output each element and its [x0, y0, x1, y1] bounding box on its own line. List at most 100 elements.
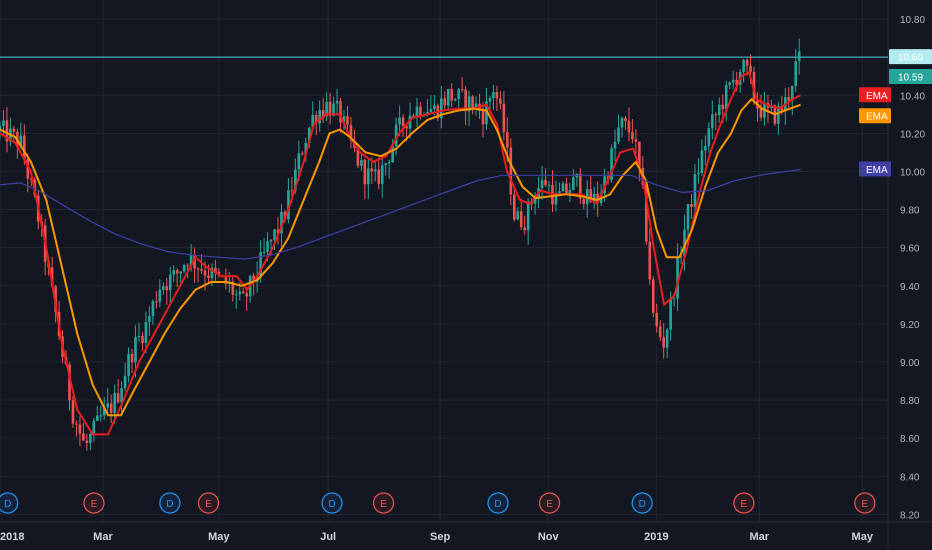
candle-body: [797, 51, 801, 62]
event-label: E: [861, 499, 868, 510]
candle-body: [697, 172, 700, 175]
candle-body: [540, 179, 544, 189]
candle-body: [679, 256, 683, 258]
event-label: D: [494, 499, 501, 510]
price-label-badge: [889, 69, 932, 85]
candle-body: [690, 204, 693, 207]
event-circle: [0, 492, 19, 514]
y-tick-label: 9.20: [900, 320, 920, 331]
dividend-marker[interactable]: D: [321, 492, 343, 514]
y-tick-label: 10.00: [900, 167, 925, 178]
candle-body: [346, 116, 349, 125]
candle-body: [391, 145, 394, 163]
candle-body: [509, 147, 513, 195]
event-circle: [159, 492, 181, 514]
candle-body: [790, 85, 794, 101]
candle-body: [620, 117, 624, 128]
candle-body: [516, 211, 520, 220]
candle-body: [294, 169, 297, 191]
candle-body: [165, 286, 169, 291]
candle-body: [492, 92, 495, 98]
earnings-marker[interactable]: E: [83, 492, 105, 514]
earnings-marker[interactable]: E: [538, 492, 561, 514]
candle-body: [655, 312, 659, 327]
candle-body: [384, 163, 388, 166]
candle-body: [547, 184, 551, 186]
candle-body: [460, 89, 464, 91]
candle-body: [745, 59, 749, 66]
event-label: E: [91, 499, 98, 510]
ema-line-1: [0, 71, 801, 436]
candle-body: [624, 117, 627, 122]
candle-body: [735, 79, 738, 85]
candle-body: [290, 190, 294, 192]
candle-body: [523, 227, 526, 231]
candle-body: [519, 211, 523, 228]
candle-body: [311, 115, 315, 128]
candle-body: [512, 194, 516, 220]
candle-body: [669, 298, 672, 330]
candle-body: [446, 89, 450, 106]
candle-body: [558, 191, 561, 194]
event-circle: [321, 492, 343, 514]
earnings-marker[interactable]: E: [854, 492, 876, 514]
event-label: E: [741, 499, 748, 510]
event-label: D: [328, 499, 335, 510]
dividend-marker[interactable]: D: [159, 492, 181, 514]
event-label: D: [166, 499, 173, 510]
candle-body: [29, 178, 33, 180]
event-circle: [733, 492, 755, 514]
candle-body: [148, 316, 151, 322]
indicator-label-text: EMA: [866, 165, 888, 176]
candle-body: [304, 143, 308, 155]
candle-body: [245, 293, 249, 297]
candle-body: [356, 147, 360, 166]
price-label-line: 10.60: [889, 49, 932, 65]
candle-body: [742, 59, 745, 72]
candle-body: [499, 98, 502, 104]
candle-body: [203, 270, 207, 276]
earnings-marker[interactable]: E: [733, 492, 755, 514]
y-tick-label: 9.00: [900, 358, 920, 369]
event-circle: [372, 492, 395, 514]
candle-body: [241, 291, 245, 294]
candle-body: [662, 337, 665, 348]
candle-body: [23, 135, 26, 160]
y-tick-label: 9.60: [900, 244, 920, 255]
price-label-last: 10.59: [889, 69, 932, 85]
candle-body: [495, 92, 499, 99]
dividend-marker[interactable]: D: [631, 492, 653, 514]
candle-body: [234, 294, 238, 296]
candle-body: [453, 99, 457, 101]
candle-body: [533, 197, 537, 204]
earnings-marker[interactable]: E: [372, 492, 395, 514]
y-tick-label: 9.40: [900, 282, 920, 293]
candle-body: [488, 97, 492, 102]
candle-body: [130, 353, 134, 363]
candle-body: [71, 400, 75, 424]
candle-body: [50, 267, 54, 287]
candle-body: [200, 268, 203, 271]
earnings-marker[interactable]: E: [197, 492, 220, 514]
dividend-marker[interactable]: D: [0, 492, 19, 514]
candle-body: [443, 98, 447, 106]
candle-body: [592, 193, 596, 202]
candle-body: [370, 168, 374, 172]
candle-body: [457, 89, 460, 100]
candle-body: [405, 126, 408, 129]
candle-body: [717, 104, 721, 116]
candle-body: [683, 229, 686, 257]
candle-body: [276, 229, 280, 234]
dividend-marker[interactable]: D: [487, 492, 509, 514]
candle-body: [141, 336, 144, 344]
candle-body: [450, 89, 454, 101]
indicator-label-text: EMA: [866, 112, 888, 123]
candle-body: [398, 117, 401, 125]
candle-body: [179, 271, 182, 274]
candle-body: [610, 148, 613, 180]
candle-body: [568, 190, 572, 194]
candle-body: [224, 275, 228, 284]
candle-body: [387, 162, 391, 164]
